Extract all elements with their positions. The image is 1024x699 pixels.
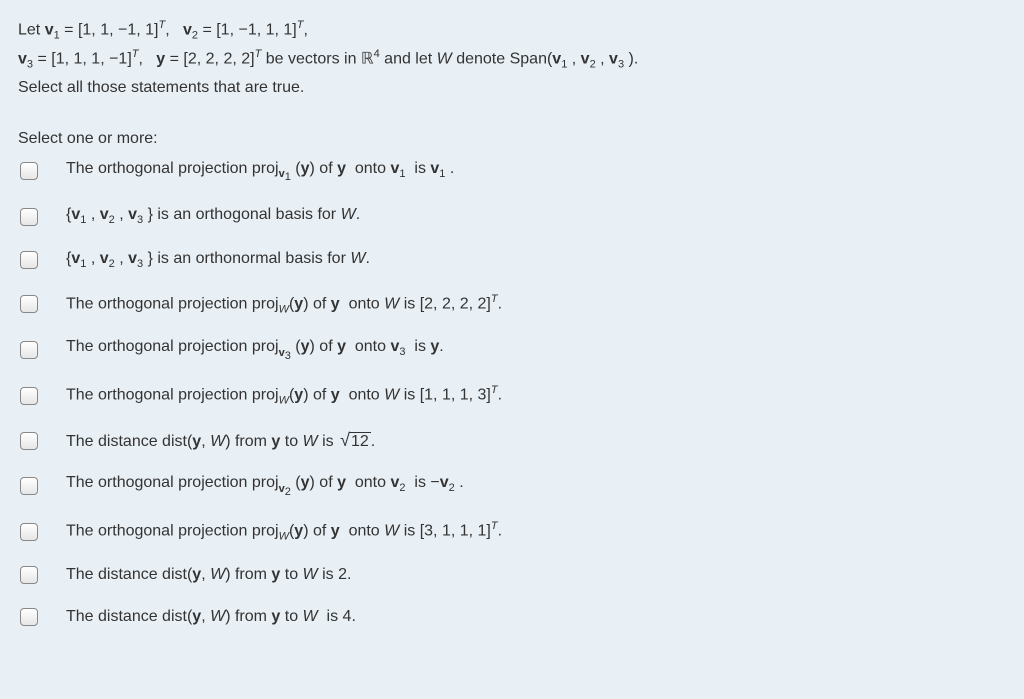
checkbox[interactable] xyxy=(20,162,38,180)
checkbox[interactable] xyxy=(20,387,38,405)
checkbox[interactable] xyxy=(20,523,38,541)
option-row[interactable]: {v1 , v2 , v3 } is an orthonormal basis … xyxy=(18,248,1006,273)
option-text: The distance dist(y, W) from y to W is 4… xyxy=(66,606,356,628)
question-line-1: Let v1 = [1, 1, −1, 1]T, v2 = [1, −1, 1,… xyxy=(18,16,1006,45)
options-list: The orthogonal projection projv1 (y) of … xyxy=(18,158,1006,628)
question-line-3: Select all those statements that are tru… xyxy=(18,74,1006,101)
checkbox[interactable] xyxy=(20,432,38,450)
checkbox[interactable] xyxy=(20,477,38,495)
checkbox[interactable] xyxy=(20,608,38,626)
option-text: The orthogonal projection projW(y) of y … xyxy=(66,292,502,318)
option-text: The orthogonal projection projv1 (y) of … xyxy=(66,158,454,186)
option-row[interactable]: The orthogonal projection projW(y) of y … xyxy=(18,292,1006,318)
checkbox[interactable] xyxy=(20,295,38,313)
option-text: The orthogonal projection projv3 (y) of … xyxy=(66,336,444,364)
question-line-2: v3 = [1, 1, 1, −1]T, y = [2, 2, 2, 2]T b… xyxy=(18,45,1006,74)
option-text: The orthogonal projection projv2 (y) of … xyxy=(66,472,464,500)
option-row[interactable]: The distance dist(y, W) from y to W is 1… xyxy=(18,428,1006,453)
option-row[interactable]: The orthogonal projection projW(y) of y … xyxy=(18,519,1006,545)
select-prompt: Select one or more: xyxy=(18,130,1006,148)
option-text: The distance dist(y, W) from y to W is 1… xyxy=(66,428,375,453)
question-page: Let v1 = [1, 1, −1, 1]T, v2 = [1, −1, 1,… xyxy=(0,0,1024,628)
option-row[interactable]: The orthogonal projection projv2 (y) of … xyxy=(18,472,1006,500)
option-row[interactable]: The orthogonal projection projv1 (y) of … xyxy=(18,158,1006,186)
checkbox[interactable] xyxy=(20,251,38,269)
option-text: The orthogonal projection projW(y) of y … xyxy=(66,383,502,409)
question-stem: Let v1 = [1, 1, −1, 1]T, v2 = [1, −1, 1,… xyxy=(18,16,1006,102)
option-row[interactable]: The distance dist(y, W) from y to W is 2… xyxy=(18,564,1006,586)
option-text: The distance dist(y, W) from y to W is 2… xyxy=(66,564,351,586)
option-text: {v1 , v2 , v3 } is an orthonormal basis … xyxy=(66,248,370,273)
option-row[interactable]: The distance dist(y, W) from y to W is 4… xyxy=(18,606,1006,628)
checkbox[interactable] xyxy=(20,341,38,359)
option-text: {v1 , v2 , v3 } is an orthogonal basis f… xyxy=(66,204,360,229)
checkbox[interactable] xyxy=(20,566,38,584)
option-row[interactable]: {v1 , v2 , v3 } is an orthogonal basis f… xyxy=(18,204,1006,229)
option-text: The orthogonal projection projW(y) of y … xyxy=(66,519,502,545)
option-row[interactable]: The orthogonal projection projW(y) of y … xyxy=(18,383,1006,409)
checkbox[interactable] xyxy=(20,208,38,226)
option-row[interactable]: The orthogonal projection projv3 (y) of … xyxy=(18,336,1006,364)
